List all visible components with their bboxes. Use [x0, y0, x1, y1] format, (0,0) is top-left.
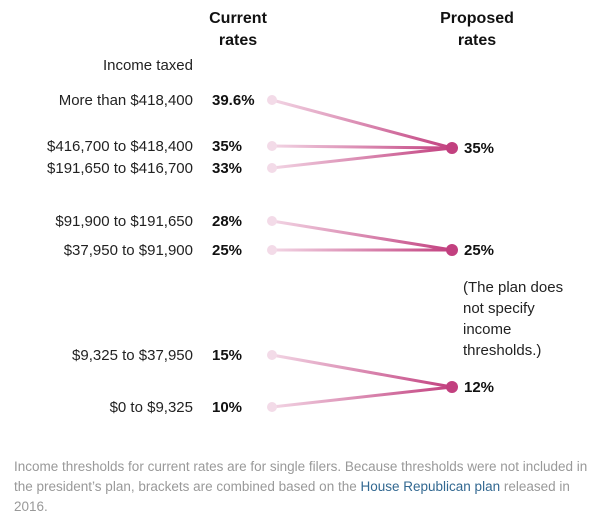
- proposed-rate-label: 25%: [464, 242, 494, 259]
- current-rate-dot: [267, 350, 277, 360]
- current-rates-header-line1: Current: [209, 10, 267, 27]
- income-bracket-label: $37,950 to $91,900: [64, 242, 193, 259]
- proposed-rate-label: 12%: [464, 379, 494, 396]
- slope-line: [270, 144, 454, 150]
- current-rate-dot: [267, 245, 277, 255]
- current-rates-header-line2: rates: [219, 32, 257, 49]
- proposed-rate-label: 35%: [464, 140, 494, 157]
- current-rate-label: 35%: [212, 138, 242, 155]
- footnote-text-before: Income thresholds for current rates are …: [14, 459, 588, 494]
- current-rate-label: 10%: [212, 399, 242, 416]
- current-rate-label: 33%: [212, 160, 242, 177]
- current-rate-dot: [267, 163, 277, 173]
- rate-labels: More than $418,400 39.6% $416,700 to $418,…: [47, 92, 494, 416]
- proposed-rates-header-line1: Proposed: [440, 10, 514, 27]
- income-bracket-label: $91,900 to $191,650: [55, 213, 193, 230]
- slope-chart: Current rates Proposed rates Income taxe…: [47, 10, 563, 416]
- footnote-text-after: released in 2016.: [14, 479, 570, 514]
- current-rate-label: 25%: [212, 242, 242, 259]
- slope-line: [270, 98, 454, 150]
- current-rate-dot: [267, 141, 277, 151]
- income-bracket-label: $9,325 to $37,950: [72, 347, 193, 364]
- income-bracket-label: $191,650 to $416,700: [47, 160, 193, 177]
- rate-dots: [267, 95, 458, 412]
- slope-line: [270, 219, 454, 252]
- proposed-rate-dot: [446, 381, 458, 393]
- slope-line: [270, 146, 454, 170]
- annotation-line4: thresholds.): [463, 342, 541, 359]
- current-rate-dot: [267, 216, 277, 226]
- footnote: Income thresholds for current rates are …: [14, 457, 589, 517]
- income-bracket-label: More than $418,400: [59, 92, 193, 109]
- current-rate-dot: [267, 402, 277, 412]
- house-republican-plan-link[interactable]: House Republican plan: [360, 479, 501, 494]
- income-bracket-label: $416,700 to $418,400: [47, 138, 193, 155]
- current-rate-label: 39.6%: [212, 92, 255, 109]
- slope-line: [270, 385, 454, 409]
- proposed-rate-dot: [446, 142, 458, 154]
- slope-line: [270, 353, 454, 389]
- income-bracket-label: $0 to $9,325: [110, 399, 193, 416]
- proposed-rates-header-line2: rates: [458, 32, 496, 49]
- annotation-line1: (The plan does: [463, 279, 563, 296]
- current-rate-dot: [267, 95, 277, 105]
- current-rate-label: 15%: [212, 347, 242, 364]
- proposed-rate-dot: [446, 244, 458, 256]
- annotation-line3: income: [463, 321, 511, 338]
- annotation-line2: not specify: [463, 300, 535, 317]
- current-rate-label: 28%: [212, 213, 242, 230]
- slope-lines: [270, 98, 454, 409]
- income-taxed-header: Income taxed: [103, 57, 193, 74]
